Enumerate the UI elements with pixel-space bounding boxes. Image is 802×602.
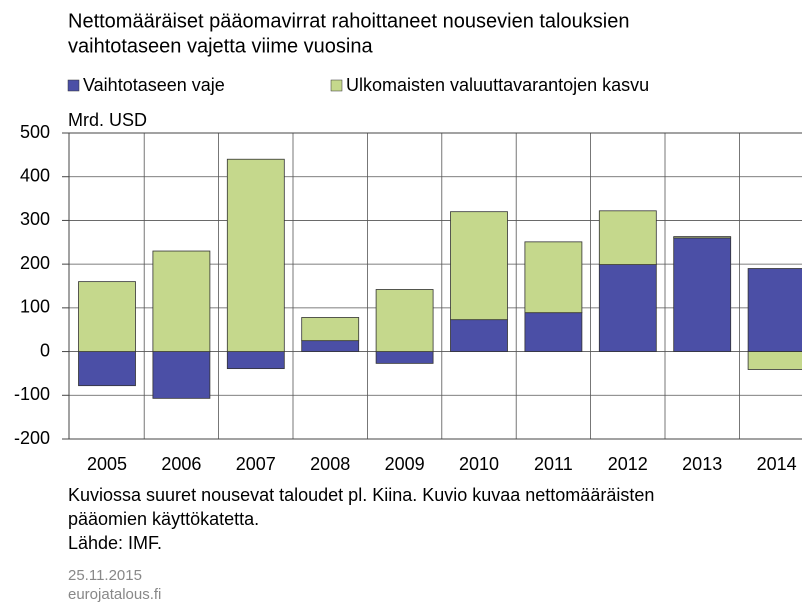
bar-segment [747, 268, 802, 352]
y-tick-label: -100 [14, 384, 50, 404]
y-tick-label: -200 [14, 428, 50, 448]
bar-segment [450, 211, 508, 321]
x-tick-label: 2007 [236, 454, 276, 474]
footnote: Lähde: IMF. [68, 533, 162, 553]
legend-label: Vaihtotaseen vaje [83, 75, 225, 95]
x-tick-label: 2005 [87, 454, 127, 474]
bar-segment [673, 237, 732, 352]
bar-segment [524, 312, 583, 352]
y-tick-label: 200 [20, 253, 50, 273]
bar-segment [375, 351, 434, 364]
bar-segment [375, 289, 434, 352]
bar-segment [152, 351, 211, 399]
y-tick-label: 100 [20, 297, 50, 317]
bar-segment [226, 351, 285, 370]
bar-segment [78, 351, 136, 387]
bar-segment [226, 158, 285, 352]
x-tick-label: 2006 [161, 454, 201, 474]
bar-segment [524, 241, 583, 314]
legend-label: Ulkomaisten valuuttavarantojen kasvu [346, 75, 649, 95]
x-tick-label: 2014 [757, 454, 797, 474]
bar-segment [152, 250, 211, 352]
plot-border [68, 132, 802, 440]
legend-swatch [330, 79, 343, 92]
footnote: pääomien käyttökatetta. [68, 509, 259, 529]
bar-segment [747, 351, 802, 370]
source: eurojatalous.fi [68, 586, 161, 602]
x-tick-label: 2013 [682, 454, 722, 474]
plot-area [69, 132, 802, 440]
bar-segment [598, 210, 657, 265]
bar-segment [78, 281, 136, 352]
x-tick-label: 2010 [459, 454, 499, 474]
bar-segment [301, 317, 360, 342]
y-tick-label: 500 [20, 122, 50, 142]
x-tick-label: 2012 [608, 454, 648, 474]
legend-swatch [67, 79, 80, 92]
bar-segment [450, 319, 508, 352]
y-tick-label: 400 [20, 165, 50, 185]
x-tick-label: 2008 [310, 454, 350, 474]
bar-segment [673, 236, 732, 239]
chart-title: vaihtotaseen vajetta viime vuosina [68, 35, 373, 57]
footnote: Kuviossa suuret nousevat taloudet pl. Ki… [68, 485, 654, 505]
y-tick-label: 300 [20, 209, 50, 229]
x-tick-label: 2009 [385, 454, 425, 474]
x-tick-label: 2011 [534, 454, 573, 474]
chart-title: Nettomääräiset pääomavirrat rahoittaneet… [68, 10, 629, 32]
y-axis-label: Mrd. USD [68, 110, 147, 130]
date: 25.11.2015 [68, 567, 142, 584]
bar-segment [598, 264, 657, 352]
bar-segment [301, 340, 360, 352]
y-tick-label: 0 [40, 340, 50, 360]
